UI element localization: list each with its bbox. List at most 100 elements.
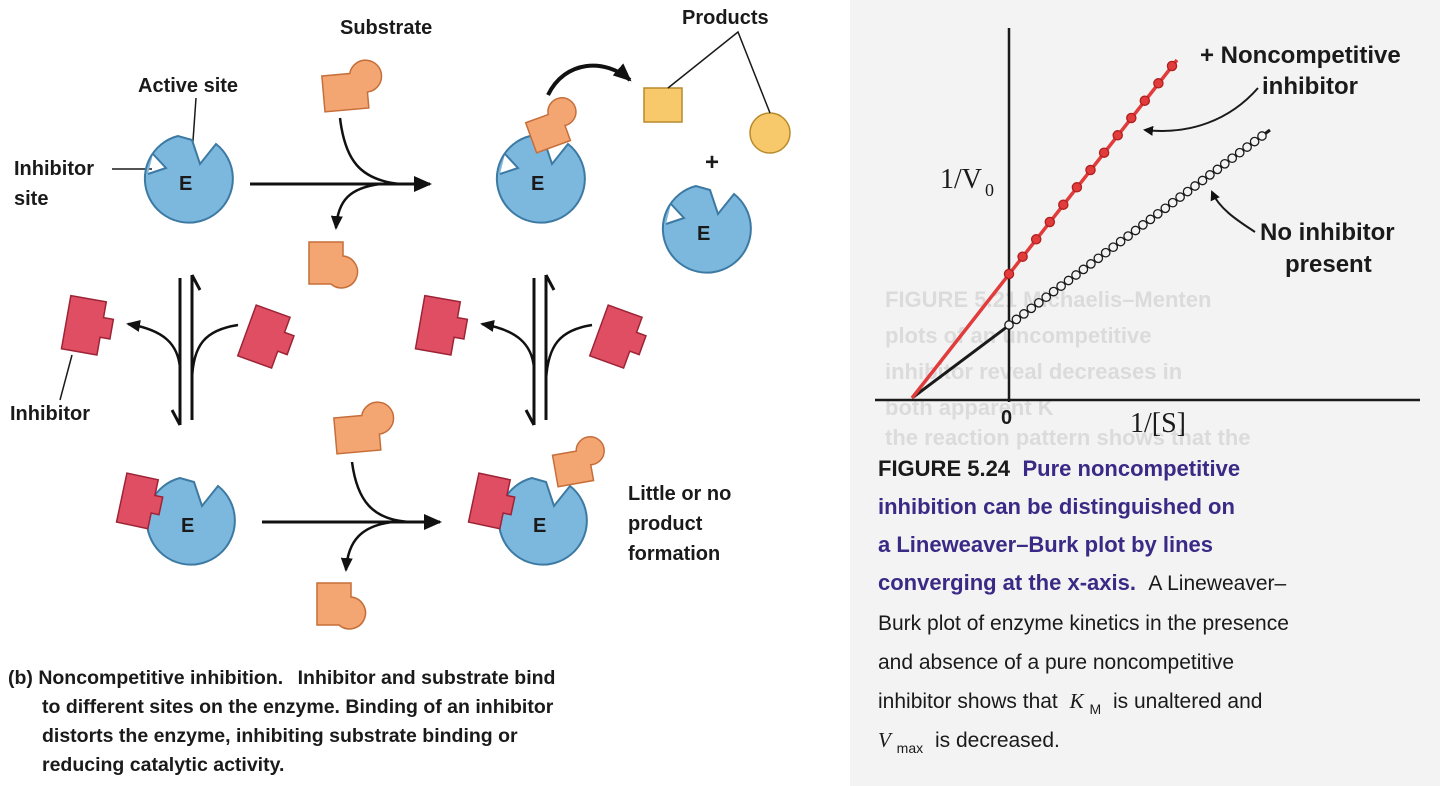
no-inhibitor-point — [1100, 247, 1111, 258]
inhibitor-point — [1166, 60, 1178, 72]
y-axis-label-subscript: 0 — [985, 180, 994, 200]
figure-title-line-1: FIGURE 5.24 Pure noncompetitive — [878, 456, 1240, 481]
annot-no-inhibitor-1: No inhibitor — [1260, 219, 1395, 246]
label-substrate: Substrate — [340, 17, 432, 39]
no-inhibitor-point — [1212, 164, 1223, 175]
inhibitor-point — [1030, 234, 1042, 245]
no-inhibitor-point — [1041, 292, 1052, 303]
inhibitor-release-curve-right — [480, 320, 536, 369]
inhibitor-shape — [588, 304, 647, 370]
bound-inhibitor — [467, 472, 516, 530]
figure-number: FIGURE 5.24 — [878, 456, 1011, 481]
no-inhibitor-point — [1011, 314, 1022, 325]
inhibitor-point — [1085, 164, 1096, 176]
enzyme-substrate-inhibitor-complex: E — [467, 436, 605, 566]
annot-no-inhibitor-arrow — [1210, 190, 1256, 233]
enzyme-shape — [495, 134, 586, 224]
figure-body-5c: is decreased. — [935, 729, 1060, 752]
no-inhibitor-point — [1197, 175, 1208, 186]
annot-noncompetitive-1: + Noncompetitive — [1200, 42, 1401, 69]
enzyme-label: E — [531, 173, 544, 195]
substrate-shape — [551, 436, 605, 488]
product-circle — [749, 112, 791, 154]
y-axis-label: 1/V — [940, 164, 982, 195]
bound-inhibitor — [115, 472, 164, 530]
enzyme-shape — [143, 134, 234, 224]
inhibitor-shape — [60, 294, 115, 356]
no-inhibitor-point — [1033, 297, 1044, 308]
inhibitor-release-curve-left — [126, 320, 182, 369]
figure-body-line-5: V max is decreased. — [878, 728, 1060, 758]
figure-body-vmax-sub: max — [897, 740, 923, 756]
equilibrium-arrows-right — [480, 274, 593, 426]
lineweaver-burk-plot: 1/V 0 1/[S] 0 + Noncompetitive inhibitor… — [875, 28, 1420, 439]
inhibitor-bind-curve-right — [544, 323, 593, 381]
noncompetitive-diagram: Substrate Products Active site Inhibitor… — [8, 7, 791, 776]
substrate-incoming-top — [321, 59, 383, 113]
label-inhibitor-site-1: Inhibitor — [14, 158, 94, 180]
annot-no-inhibitor-2: present — [1285, 251, 1372, 278]
inhibitor-point — [1058, 199, 1069, 210]
substrate-incoming-bottom — [333, 401, 395, 455]
inhibitor-point — [1112, 130, 1123, 141]
figure-caption: FIGURE 5.24 Pure noncompetitive inhibiti… — [878, 456, 1289, 758]
no-inhibitor-point — [1130, 225, 1141, 236]
figure-title-line-3: a Lineweaver–Burk plot by lines — [878, 532, 1213, 557]
substrate-out-curve-top — [330, 182, 381, 230]
plus-sign: + — [705, 149, 719, 176]
inhibitor-point — [1098, 147, 1110, 158]
inhibitor-shape — [414, 294, 469, 356]
enzyme-released: E — [661, 184, 752, 274]
figure-body-vmax: V — [878, 728, 893, 752]
equilibrium-down-head — [170, 409, 182, 426]
caption-line-3: distorts the enzyme, inhibiting substrat… — [42, 725, 518, 747]
no-inhibitor-point — [1086, 259, 1096, 269]
substrate-shape — [316, 582, 367, 630]
no-inhibitor-point — [1004, 320, 1014, 330]
substrate-leaving-bottom — [316, 582, 367, 630]
figure-title-line-2: inhibition can be distinguished on — [878, 494, 1235, 519]
caption-line-1: (b) Noncompetitive inhibition. Inhibitor… — [8, 667, 555, 689]
no-inhibitor-point — [1138, 220, 1148, 230]
no-inhibitor-point — [1115, 236, 1126, 247]
enzyme-label: E — [179, 173, 192, 195]
origin-label: 0 — [1001, 407, 1012, 429]
substrate-shape — [333, 401, 395, 455]
no-inhibitor-point — [1257, 131, 1267, 141]
equilibrium-up-head — [190, 274, 202, 291]
enzyme-inhibitor-complex: E — [115, 472, 236, 566]
inhibitor-point — [1003, 268, 1015, 280]
ghost-line-3: inhibitor reveal decreases in — [885, 359, 1182, 384]
no-inhibitor-point — [1167, 197, 1178, 208]
substrate-leaving-top — [308, 241, 359, 289]
no-inhibitor-point — [1234, 147, 1245, 158]
label-products: Products — [682, 7, 769, 29]
product-square — [643, 87, 683, 123]
no-inhibitor-point — [1182, 186, 1193, 197]
figure-body-4d: is unaltered and — [1113, 690, 1262, 713]
no-inhibitor-point — [1219, 158, 1230, 169]
figure-body-km: K — [1069, 689, 1085, 713]
no-inhibitor-point — [1108, 242, 1119, 253]
caption-line-2: to different sites on the enzyme. Bindin… — [42, 696, 554, 718]
substrate-shape — [524, 97, 577, 154]
no-inhibitor-point — [1026, 303, 1037, 314]
inhibitor-points — [1003, 60, 1178, 280]
no-inhibitor-point — [1123, 231, 1133, 241]
inhibitor-shape — [236, 304, 295, 370]
caption-line-4: reducing catalytic activity. — [42, 754, 284, 776]
no-inhibitor-point — [1019, 309, 1029, 319]
substrate-out-curve-bottom — [340, 520, 393, 572]
figure-body-line-3: and absence of a pure noncompetitive — [878, 651, 1234, 674]
no-inhibitor-point — [1078, 264, 1089, 275]
enzyme-free: E — [143, 134, 234, 224]
enzyme-label: E — [533, 515, 546, 537]
figure-body-line-2: Burk plot of enzyme kinetics in the pres… — [878, 612, 1289, 635]
figure-body-1: A Lineweaver– — [1148, 572, 1286, 595]
figure-title-1: Pure noncompetitive — [1023, 456, 1241, 481]
no-inhibitor-point — [1190, 181, 1200, 191]
no-inhibitor-points — [1004, 131, 1267, 330]
caption-lead: (b) Noncompetitive inhibition. — [8, 667, 283, 689]
figure-body-km-sub: M — [1089, 701, 1101, 717]
inhibitor-point — [1071, 182, 1083, 193]
